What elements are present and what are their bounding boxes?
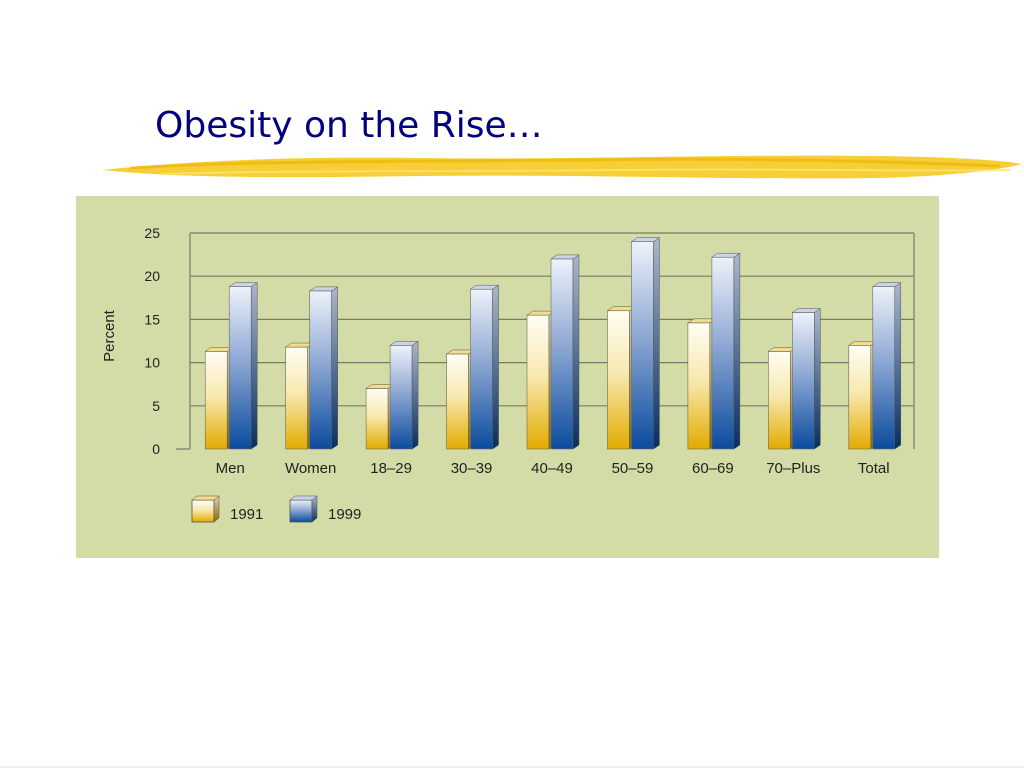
y-tick-label: 0: [152, 441, 160, 457]
legend-swatch: [191, 499, 215, 523]
bar-1999-50–59: [630, 237, 661, 450]
bar-face: [711, 256, 735, 450]
x-tick-label: 60–69: [692, 460, 734, 477]
bar-top: [871, 282, 902, 287]
bar-face: [365, 388, 389, 450]
y-tick-labels: 0 5 10 15 20 25: [144, 225, 160, 457]
bar-face: [631, 241, 654, 450]
bar-1999-70–Plus: [791, 308, 822, 450]
x-tick-label: 18–29: [370, 460, 412, 477]
bar-face: [687, 322, 711, 450]
legend-label: 1999: [328, 506, 361, 523]
bar-face: [309, 290, 332, 450]
legend-item-1999: 1999: [289, 495, 361, 523]
bar-face: [526, 314, 550, 450]
bar-1999-60–69: [711, 252, 741, 450]
bar-face: [470, 288, 493, 450]
bar-face: [228, 286, 252, 450]
x-tick-label: Men: [216, 460, 245, 477]
slide-title: Obesity on the Rise…: [155, 105, 543, 146]
title-highlight-stroke: [102, 155, 1022, 179]
bar-1999-40–49: [550, 254, 580, 450]
bar-side: [331, 286, 338, 450]
bar-side: [653, 237, 660, 450]
y-tick-label: 25: [144, 225, 160, 241]
legend-item-1991: 1991: [191, 495, 263, 523]
bar-top: [550, 254, 580, 260]
bar-side: [250, 282, 258, 450]
footer-divider: [0, 766, 1024, 768]
legend-swatch-side: [311, 495, 318, 523]
x-tick-label: 30–39: [451, 460, 493, 477]
x-tick-label: Women: [285, 460, 336, 477]
legend-swatch: [289, 499, 313, 523]
bar-face: [446, 353, 469, 450]
bar-top: [469, 284, 500, 290]
bar-face: [768, 351, 791, 450]
y-tick-label: 10: [144, 355, 160, 371]
bar-face: [872, 286, 896, 450]
bar-side: [411, 340, 419, 450]
bar-top: [308, 286, 339, 292]
bar-face: [389, 345, 413, 450]
legend: 1991 1999: [191, 495, 361, 523]
x-tick-label: 40–49: [531, 460, 573, 477]
bar-top: [630, 237, 661, 242]
bar-1999-Women: [308, 286, 339, 450]
bar-face: [607, 310, 630, 450]
bar-top: [791, 308, 822, 313]
y-tick-label: 15: [144, 311, 160, 327]
bar-face: [550, 258, 574, 450]
bar-side: [733, 252, 741, 450]
bar-top: [228, 282, 259, 287]
bar-side: [814, 308, 821, 450]
bar-face: [792, 312, 815, 450]
bar-top: [711, 252, 741, 258]
bar-1999-Total: [871, 282, 902, 450]
bar-face: [285, 346, 308, 450]
legend-swatch-top: [191, 495, 220, 501]
legend-swatch-side: [213, 495, 220, 523]
bar-side: [492, 284, 499, 450]
legend-label: 1991: [230, 506, 263, 523]
bar-top: [389, 341, 419, 346]
bar-face: [848, 345, 872, 450]
obesity-bar-chart: Percent 0 5 10 15 20 25 Men Women 18–29 30–39 40–…: [101, 225, 915, 523]
bar-side: [572, 254, 580, 450]
y-tick-label: 20: [144, 268, 160, 284]
bars: [204, 237, 902, 450]
y-tick-label: 5: [152, 398, 160, 414]
y-axis-label: Percent: [101, 309, 118, 362]
x-tick-label: 50–59: [612, 460, 654, 477]
legend-swatch-top: [289, 495, 318, 501]
x-tick-labels: Men Women 18–29 30–39 40–49 50–59 60–69 70–Plus…: [216, 460, 890, 477]
bar-side: [894, 282, 902, 450]
bar-1999-30–39: [469, 284, 500, 450]
bar-1999-18–29: [389, 340, 419, 450]
bar-1999-Men: [228, 282, 259, 450]
chart-panel: Percent 0 5 10 15 20 25 Men Women 18–29 30–39 40–…: [76, 196, 939, 558]
x-tick-label: 70–Plus: [766, 460, 820, 477]
x-tick-label: Total: [858, 460, 890, 477]
bar-face: [204, 351, 228, 450]
